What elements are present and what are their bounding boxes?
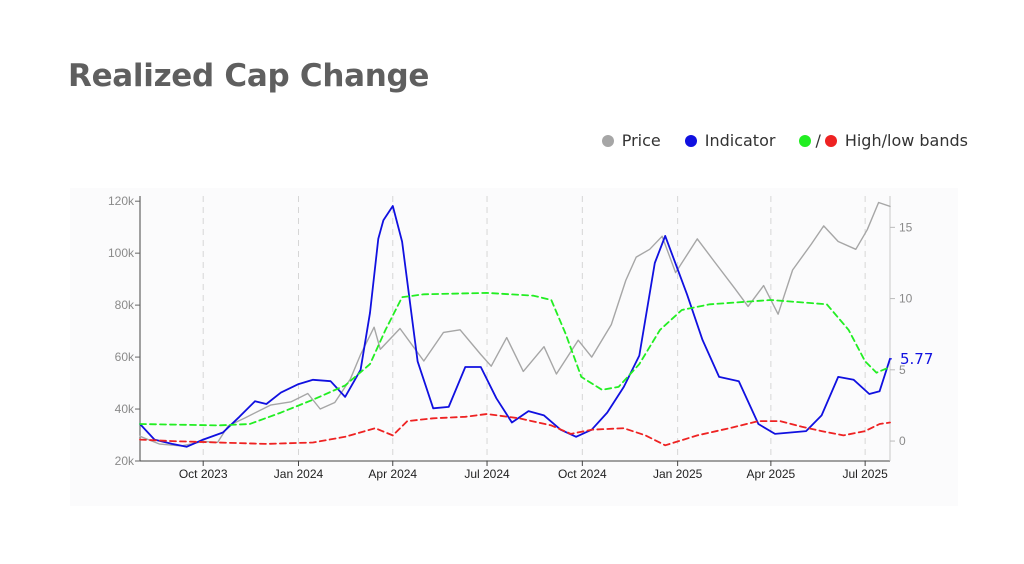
series-line-high-band bbox=[139, 292, 891, 427]
x-tick-label-0: Oct 2023 bbox=[179, 467, 228, 481]
legend-item-price[interactable]: Price bbox=[601, 131, 661, 150]
legend-separator: / bbox=[815, 131, 821, 150]
x-tick-label-4: Oct 2024 bbox=[558, 467, 607, 481]
y-right-tick-label-2: 10 bbox=[899, 292, 913, 306]
y-right-tick-label-0: 0 bbox=[899, 434, 906, 448]
x-tick-label-6: Apr 2025 bbox=[747, 467, 796, 481]
y-right-tick-label-3: 15 bbox=[899, 220, 913, 234]
y-left-tick-label-2: 60k bbox=[115, 350, 135, 364]
x-tick-label-7: Jul 2025 bbox=[842, 467, 888, 481]
legend-item-bands[interactable]: / High/low bands bbox=[799, 131, 968, 150]
chart-title: Realized Cap Change bbox=[68, 58, 430, 94]
legend-dot-price bbox=[601, 134, 614, 147]
series-line-low-band bbox=[139, 413, 891, 447]
x-tick-label-3: Jul 2024 bbox=[464, 467, 510, 481]
y-left-tick-label-1: 40k bbox=[115, 402, 135, 416]
legend-dot-low-band bbox=[824, 134, 837, 147]
x-tick-label-5: Jan 2025 bbox=[653, 467, 703, 481]
legend-dot-high-band bbox=[799, 134, 812, 147]
legend-label-price: Price bbox=[621, 131, 661, 150]
chart-legend: Price Indicator / High/low bands bbox=[578, 131, 968, 150]
series-line-indicator bbox=[139, 205, 891, 448]
legend-label-bands: High/low bands bbox=[844, 131, 968, 150]
y-right-tick-label-1: 5 bbox=[899, 363, 906, 377]
legend-label-indicator: Indicator bbox=[704, 131, 776, 150]
x-tick-label-2: Apr 2024 bbox=[368, 467, 417, 481]
last-value-label: 5.77 bbox=[900, 350, 933, 368]
y-left-tick-label-3: 80k bbox=[115, 298, 135, 312]
y-left-tick-label-5: 120k bbox=[108, 194, 135, 208]
legend-dot-indicator bbox=[684, 134, 697, 147]
series-line-price bbox=[139, 201, 891, 447]
legend-item-indicator[interactable]: Indicator bbox=[684, 131, 776, 150]
chart-panel bbox=[70, 188, 958, 506]
y-left-tick-label-0: 20k bbox=[115, 454, 135, 468]
x-tick-label-1: Jan 2024 bbox=[274, 467, 324, 481]
y-left-tick-label-4: 100k bbox=[108, 246, 135, 260]
